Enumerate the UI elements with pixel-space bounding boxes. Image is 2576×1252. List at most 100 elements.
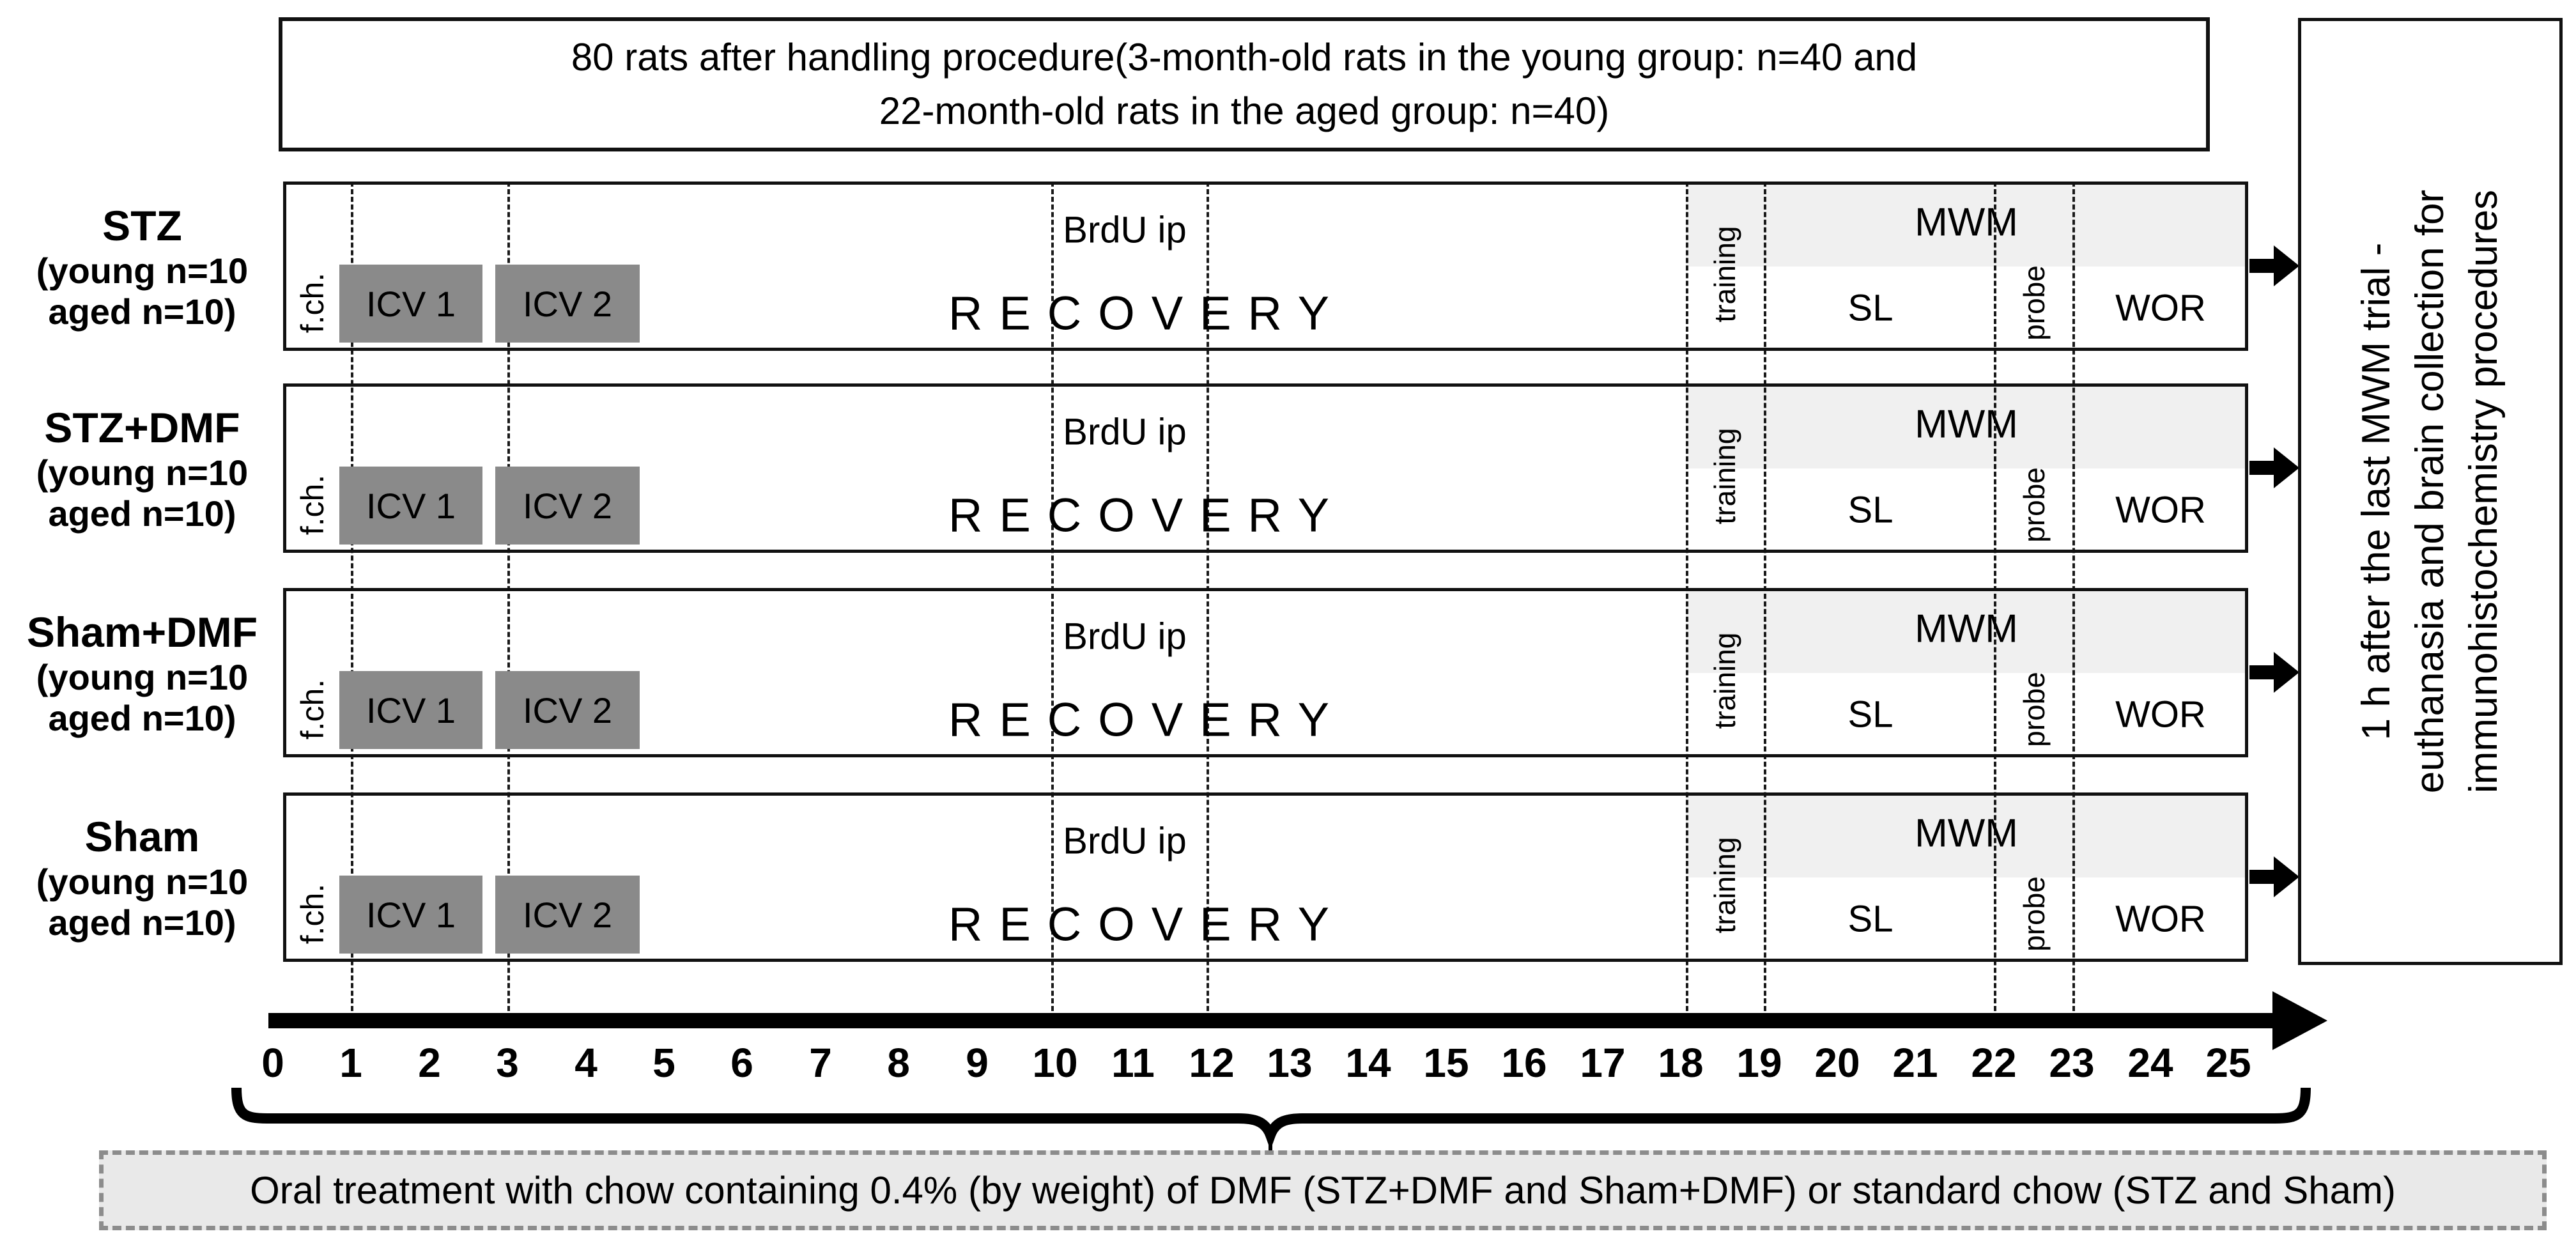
icv1-box: ICV 1 bbox=[339, 467, 482, 545]
training-label: training bbox=[1708, 428, 1741, 525]
day-tick: 21 bbox=[1892, 1040, 1938, 1086]
cohort-line-1: 80 rats after handling procedure(3-month… bbox=[571, 36, 1918, 79]
group-name: STZ bbox=[102, 201, 182, 249]
group-name: Sham+DMF bbox=[26, 608, 258, 656]
day-tick: 17 bbox=[1580, 1040, 1626, 1086]
timeline-row-sham-dmf: f.ch. ICV 1 ICV 2 BrdU ip RECOVERY train… bbox=[283, 588, 2248, 757]
outcome-text-block: 1 h after the last MWM trial - euthanasi… bbox=[2350, 35, 2511, 948]
day-tick: 2 bbox=[418, 1040, 441, 1086]
day19-dashed-line bbox=[1764, 182, 1766, 1011]
wor-label: WOR bbox=[2115, 898, 2206, 940]
probe-label: probe bbox=[2017, 672, 2051, 747]
group-aged-n: aged n=10) bbox=[48, 902, 236, 943]
oral-treatment-text: Oral treatment with chow containing 0.4%… bbox=[250, 1169, 2396, 1212]
timeline-row-stz-dmf: f.ch. ICV 1 ICV 2 BrdU ip RECOVERY train… bbox=[283, 383, 2248, 553]
icv2-box: ICV 2 bbox=[495, 876, 640, 954]
arrow-shaft bbox=[2249, 665, 2274, 679]
food-change-label: f.ch. bbox=[295, 883, 330, 945]
food-change-label: f.ch. bbox=[295, 272, 330, 334]
day-tick: 0 bbox=[261, 1040, 284, 1086]
group-young-n: (young n=10 bbox=[36, 656, 249, 697]
group-young-n: (young n=10 bbox=[36, 452, 249, 493]
mwm-label: MWM bbox=[1915, 402, 2018, 447]
icv2-box: ICV 2 bbox=[495, 467, 640, 545]
food-change-label: f.ch. bbox=[295, 679, 330, 740]
timeline-row-sham: f.ch. ICV 1 ICV 2 BrdU ip RECOVERY train… bbox=[283, 792, 2248, 962]
day-tick: 24 bbox=[2127, 1040, 2173, 1086]
group-aged-n: aged n=10) bbox=[48, 493, 236, 534]
timeline-row-stz: f.ch. ICV 1 ICV 2 BrdU ip RECOVERY train… bbox=[283, 182, 2248, 351]
arrow-shaft bbox=[2249, 461, 2274, 475]
probe-label: probe bbox=[2017, 876, 2051, 952]
day-tick: 12 bbox=[1189, 1040, 1235, 1086]
arrow-head bbox=[2274, 652, 2299, 693]
sl-label: SL bbox=[1847, 693, 1893, 736]
wor-label: WOR bbox=[2115, 489, 2206, 531]
mwm-label: MWM bbox=[1915, 607, 2018, 651]
recovery-label: RECOVERY bbox=[948, 693, 1346, 746]
group-young-n: (young n=10 bbox=[36, 861, 249, 902]
arrow-head bbox=[2274, 856, 2299, 897]
row-border bbox=[283, 792, 2248, 962]
group-aged-n: aged n=10) bbox=[48, 291, 236, 332]
mwm-label: MWM bbox=[1915, 200, 2018, 245]
icv1-box: ICV 1 bbox=[339, 876, 482, 954]
row-border bbox=[283, 588, 2248, 757]
group-label-sham-dmf: Sham+DMF (young n=10 aged n=10) bbox=[10, 588, 275, 757]
wor-label: WOR bbox=[2115, 287, 2206, 329]
outcome-line-3: immunohistochemistry procedures bbox=[2462, 189, 2506, 794]
day-tick: 18 bbox=[1658, 1040, 1704, 1086]
day-tick: 14 bbox=[1345, 1040, 1391, 1086]
day-tick: 13 bbox=[1267, 1040, 1313, 1086]
day-tick: 11 bbox=[1111, 1040, 1155, 1086]
group-young-n: (young n=10 bbox=[36, 250, 249, 291]
icv2-box: ICV 2 bbox=[495, 671, 640, 749]
day23-dashed-line bbox=[2072, 182, 2075, 1011]
day-tick: 6 bbox=[730, 1040, 753, 1086]
brdu-label: BrdU ip bbox=[1063, 820, 1187, 862]
row-to-outcome-arrow bbox=[2249, 652, 2301, 693]
day-tick: 4 bbox=[575, 1040, 598, 1086]
row-to-outcome-arrow bbox=[2249, 245, 2301, 286]
recovery-label: RECOVERY bbox=[948, 897, 1346, 951]
group-label-stz-dmf: STZ+DMF (young n=10 aged n=10) bbox=[10, 383, 275, 553]
probe-label: probe bbox=[2017, 265, 2051, 341]
training-label: training bbox=[1708, 226, 1741, 323]
day-tick: 16 bbox=[1501, 1040, 1547, 1086]
icv1-box: ICV 1 bbox=[339, 265, 482, 343]
row-to-outcome-arrow bbox=[2249, 856, 2301, 897]
day3-dashed-line bbox=[507, 182, 510, 1011]
day12-dashed-line bbox=[1207, 182, 1209, 1011]
sl-label: SL bbox=[1847, 898, 1893, 940]
brdu-label: BrdU ip bbox=[1063, 615, 1187, 658]
outcome-box: 1 h after the last MWM trial - euthanasi… bbox=[2298, 18, 2563, 965]
row-border bbox=[283, 383, 2248, 553]
wor-label: WOR bbox=[2115, 693, 2206, 736]
food-change-label: f.ch. bbox=[295, 474, 330, 536]
day-tick: 10 bbox=[1032, 1040, 1078, 1086]
day-tick: 9 bbox=[966, 1040, 989, 1086]
outcome-line-2: euthanasia and brain collection for bbox=[2408, 189, 2452, 794]
timeline-axis-arrowhead bbox=[2272, 991, 2327, 1050]
row-to-outcome-arrow bbox=[2249, 447, 2301, 488]
group-label-sham: Sham (young n=10 aged n=10) bbox=[10, 792, 275, 962]
outcome-line-1: 1 h after the last MWM trial - bbox=[2354, 242, 2398, 741]
day-tick: 1 bbox=[339, 1040, 362, 1086]
day-tick: 3 bbox=[496, 1040, 519, 1086]
recovery-label: RECOVERY bbox=[948, 488, 1346, 542]
day-tick: 7 bbox=[809, 1040, 832, 1086]
brdu-label: BrdU ip bbox=[1063, 411, 1187, 453]
day-tick: 8 bbox=[887, 1040, 910, 1086]
day10-dashed-line bbox=[1051, 182, 1054, 1011]
day-tick: 19 bbox=[1736, 1040, 1782, 1086]
timeline-axis-bar bbox=[268, 1013, 2275, 1028]
day22-dashed-line bbox=[1994, 182, 1996, 1011]
arrow-head bbox=[2274, 447, 2299, 488]
probe-label: probe bbox=[2017, 467, 2051, 543]
cohort-line-2: 22-month-old rats in the aged group: n=4… bbox=[879, 89, 1610, 132]
day-tick: 15 bbox=[1423, 1040, 1469, 1086]
oral-treatment-box: Oral treatment with chow containing 0.4%… bbox=[99, 1150, 2547, 1230]
icv2-box: ICV 2 bbox=[495, 265, 640, 343]
arrow-shaft bbox=[2249, 259, 2274, 273]
recovery-label: RECOVERY bbox=[948, 286, 1346, 340]
